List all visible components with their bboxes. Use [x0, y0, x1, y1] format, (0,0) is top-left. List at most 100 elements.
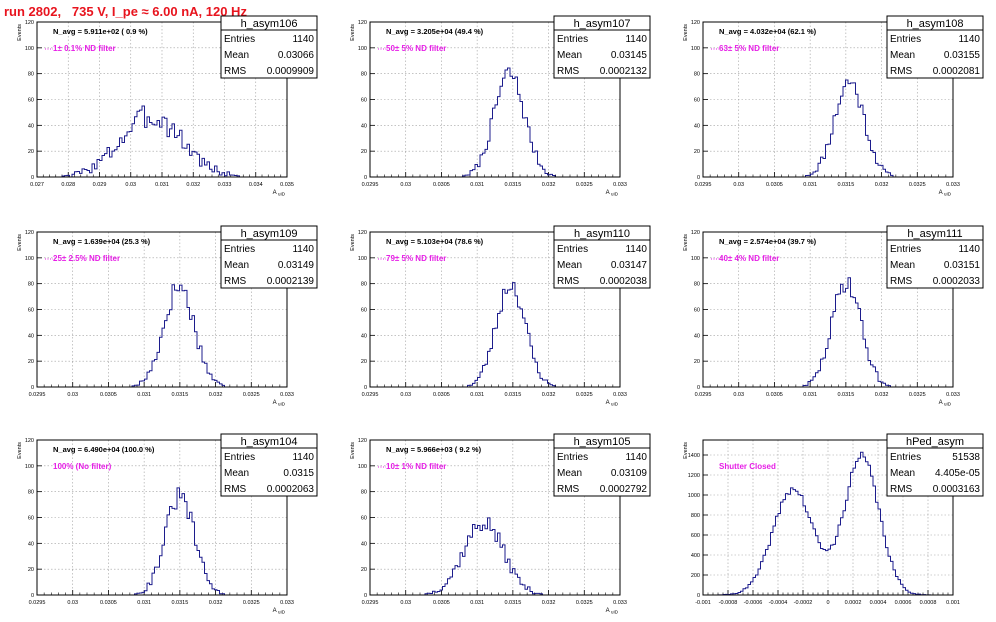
x-tick-label: 0.033 — [946, 182, 960, 188]
y-tick-label: 40 — [361, 333, 367, 339]
navg-label: N_avg = 3.205e+04 (49.4 %) — [386, 27, 484, 36]
stats-label: Entries — [890, 244, 921, 255]
x-axis-label: A uID — [273, 400, 286, 407]
plot-border — [36, 21, 288, 178]
y-tick-label: 100 — [358, 256, 367, 262]
y-tick-label: 1200 — [688, 473, 700, 479]
x-tick-label: 0.033 — [946, 392, 960, 398]
stats-value: 1140 — [958, 244, 980, 255]
x-tick-label: 0.033 — [280, 600, 294, 606]
stats-value: 0.0002792 — [600, 484, 648, 495]
y-tick-label: 20 — [28, 359, 34, 365]
histogram-name: h_asym106 — [241, 18, 298, 30]
y-tick-label: 20 — [28, 567, 34, 573]
x-tick-label: 0.031 — [470, 600, 484, 606]
x-axis-label: A uID — [273, 190, 286, 197]
y-tick-label: 0 — [697, 175, 700, 181]
stats-label: Entries — [224, 452, 255, 463]
x-tick-label: -0.001 — [695, 600, 711, 606]
y-tick-label: 400 — [691, 553, 700, 559]
stats-label: RMS — [557, 66, 580, 77]
stats-box — [220, 15, 318, 79]
y-tick-label: 0 — [31, 175, 34, 181]
stats-value: 0.0002033 — [933, 276, 981, 287]
stats-label: RMS — [557, 484, 580, 495]
histogram-panel-h_asym111: 0.0295 0.03 0.0305 0.031 0.0315 0.032 0.0325 0.… — [683, 225, 984, 407]
x-tick-label: 0.032 — [542, 392, 556, 398]
stats-box — [886, 225, 984, 289]
stats-label: RMS — [890, 484, 913, 495]
y-axis-label: Events — [17, 234, 23, 251]
stats-label: Mean — [557, 468, 582, 479]
histogram-panel-hPed_asym: -0.001 -0.0008 -0.0006 -0.0004 -0.0002 0 0.000… — [683, 433, 984, 606]
y-tick-label: 80 — [28, 72, 34, 78]
filter-annotation: 40± 4% ND filter — [719, 254, 779, 263]
stats-label: Mean — [890, 260, 915, 271]
x-axis-label: A uID — [606, 608, 619, 615]
x-tick-label: 0.0315 — [171, 600, 188, 606]
filter-annotation: 100% (No filter) — [53, 462, 112, 471]
y-tick-label: 100 — [358, 464, 367, 470]
histogram-line — [703, 451, 953, 596]
x-tick-label: 0.033 — [613, 182, 627, 188]
y-tick-label: 40 — [28, 541, 34, 547]
x-tick-label: 0.031 — [137, 600, 151, 606]
x-tick-label: 0.0305 — [433, 182, 450, 188]
stats-label: RMS — [224, 276, 247, 287]
filter-annotation: 1± 0.1% ND filter — [53, 44, 116, 53]
y-tick-label: 80 — [361, 72, 367, 78]
navg-label: N_avg = 5.911e+02 ( 0.9 %) — [53, 27, 148, 36]
y-tick-label: 20 — [28, 149, 34, 155]
y-tick-label: 120 — [358, 230, 367, 236]
x-tick-label: 0.0305 — [766, 392, 783, 398]
filter-annotation: 25± 2.5% ND filter — [53, 254, 120, 263]
filter-annotation: 50± 5% ND filter — [386, 44, 446, 53]
x-tick-label: 0.031 — [803, 182, 817, 188]
filter-annotation: 10± 1% ND filter — [386, 462, 446, 471]
plot-border — [36, 439, 288, 596]
stats-box — [553, 15, 651, 79]
x-tick-label: 0.032 — [186, 182, 200, 188]
stats-label: Entries — [224, 244, 255, 255]
stats-label: Entries — [557, 34, 588, 45]
navg-label: N_avg = 5.966e+03 ( 9.2 %) — [386, 445, 482, 454]
histogram-name: h_asym109 — [241, 228, 298, 240]
navg-label: N_avg = 4.032e+04 (62.1 %) — [719, 27, 817, 36]
histogram-panel-h_asym107: 0.0295 0.03 0.0305 0.031 0.0315 0.032 0.0325 0.… — [350, 15, 651, 197]
x-tick-label: 0.0295 — [695, 392, 712, 398]
x-tick-label: 0.027 — [30, 182, 44, 188]
plot-border — [369, 231, 621, 388]
run-title: run 2802, 735 V, I_pe ≈ 6.00 nA, 120 Hz — [4, 4, 247, 19]
x-axis-label: A uID — [606, 190, 619, 197]
y-tick-label: 0 — [31, 385, 34, 391]
y-tick-label: 20 — [361, 567, 367, 573]
x-tick-label: 0.0315 — [504, 600, 521, 606]
stats-label: Mean — [224, 468, 249, 479]
plot-border — [36, 231, 288, 388]
x-tick-label: 0.0305 — [433, 392, 450, 398]
x-tick-label: 0.03 — [733, 392, 744, 398]
plot-border — [702, 439, 954, 596]
navg-label: N_avg = 5.103e+04 (78.6 %) — [386, 237, 484, 246]
x-tick-label: 0.0305 — [100, 600, 117, 606]
histogram-name: h_asym111 — [907, 228, 962, 240]
x-tick-label: 0.0295 — [362, 182, 379, 188]
y-tick-label: 40 — [361, 123, 367, 129]
x-tick-label: 0.031 — [470, 392, 484, 398]
stats-value: 0.03145 — [611, 50, 648, 61]
histogram-name: h_asym105 — [574, 436, 631, 448]
y-tick-label: 600 — [691, 533, 700, 539]
x-tick-label: -0.0002 — [794, 600, 813, 606]
stats-value: 1140 — [292, 452, 314, 463]
stats-box — [553, 225, 651, 289]
y-tick-label: 100 — [25, 46, 34, 52]
stats-value: 1140 — [292, 244, 314, 255]
y-tick-label: 1400 — [688, 453, 700, 459]
stats-label: RMS — [557, 276, 580, 287]
stats-box — [553, 433, 651, 497]
histogram-panel-h_asym106: 0.027 0.028 0.029 0.03 0.031 0.032 0.033 0.034 0… — [17, 15, 318, 197]
y-tick-label: 60 — [694, 98, 700, 104]
x-tick-label: 0.033 — [280, 392, 294, 398]
histogram-panel-h_asym104: 0.0295 0.03 0.0305 0.031 0.0315 0.032 0.0325 0.… — [17, 433, 318, 615]
